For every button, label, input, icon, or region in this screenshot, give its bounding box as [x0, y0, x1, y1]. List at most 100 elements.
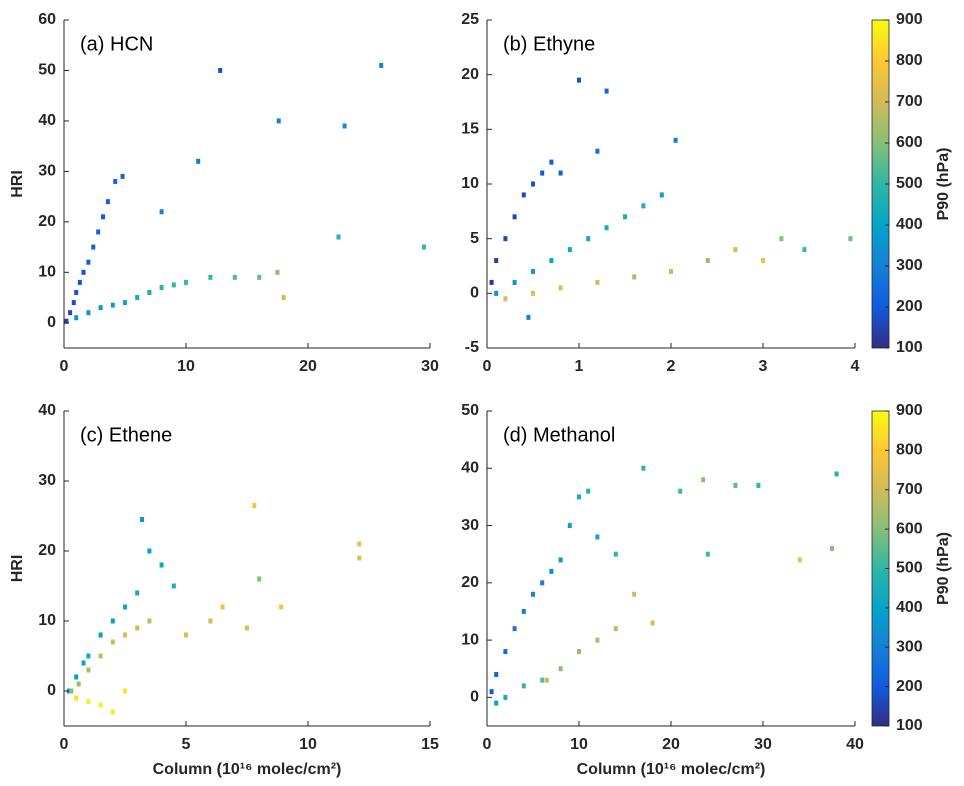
scatter-point: [74, 289, 79, 295]
y-tick-label: 20: [38, 542, 56, 559]
scatter-point: [540, 677, 545, 683]
scatter-point: [613, 551, 618, 557]
scatter-point: [595, 279, 600, 285]
scatter-point: [252, 503, 257, 508]
scatter-point: [531, 591, 535, 597]
scatter-point: [159, 209, 164, 215]
colorbar-tick-label: 900: [896, 11, 923, 28]
scatter-point: [120, 173, 125, 179]
scatter-point: [86, 259, 91, 265]
scatter-point: [830, 545, 834, 551]
scatter-point: [558, 170, 563, 176]
y-tick-label: 0: [47, 314, 56, 331]
scatter-point: [512, 214, 517, 220]
scatter-point: [64, 318, 69, 324]
scatter-point: [521, 608, 526, 614]
scatter-point: [705, 551, 710, 557]
y-tick-label: 30: [461, 517, 479, 534]
scatter-point: [604, 88, 609, 94]
y-tick-label: 20: [461, 66, 479, 83]
scatter-point: [756, 482, 761, 488]
scatter-point: [110, 302, 115, 308]
colorbar-tick-label: 500: [896, 175, 923, 192]
scatter-point: [604, 225, 609, 231]
scatter-point: [489, 279, 494, 285]
colorbar-tick-label: 100: [896, 717, 923, 734]
scatter-point: [77, 279, 82, 285]
x-tick-label: 2: [667, 358, 676, 375]
scatter-point: [540, 170, 545, 176]
scatter-point: [147, 618, 152, 624]
scatter-point: [218, 67, 223, 73]
scatter-point: [171, 583, 176, 589]
colorbar-label: P90 (hPa): [935, 532, 952, 605]
scatter-point: [74, 674, 79, 680]
scatter-point: [232, 274, 237, 280]
y-tick-label: 5: [470, 230, 479, 247]
scatter-point: [494, 258, 499, 264]
scatter-point: [110, 709, 115, 715]
y-tick-label: 10: [461, 175, 479, 192]
scatter-point: [701, 477, 706, 483]
scatter-point: [558, 557, 563, 563]
y-tick-label: 10: [38, 264, 56, 281]
scatter-point: [577, 494, 581, 500]
scatter-point: [733, 482, 738, 488]
scatter-point: [196, 158, 201, 164]
scatter-point: [68, 310, 73, 316]
y-tick-label: -5: [465, 339, 479, 356]
scatter-point: [184, 632, 188, 638]
scatter-point: [834, 471, 839, 477]
scatter-point: [81, 660, 86, 666]
scatter-point: [494, 700, 499, 706]
panel-title: (d) Methanol: [503, 424, 615, 446]
scatter-point: [98, 305, 103, 311]
scatter-point: [650, 620, 655, 626]
x-tick-label: 20: [662, 736, 680, 753]
scatter-point: [98, 653, 103, 659]
scatter-point: [98, 702, 103, 708]
x-tick-label: 5: [182, 736, 191, 753]
scatter-point: [761, 258, 765, 264]
x-tick-label: 15: [421, 736, 439, 753]
panel-title: (c) Ethene: [80, 424, 172, 446]
scatter-point: [123, 632, 127, 638]
scatter-point: [549, 159, 554, 165]
scatter-point: [86, 699, 91, 704]
scatter-point: [641, 203, 646, 209]
x-tick-label: 0: [60, 736, 69, 753]
scatter-point: [512, 279, 517, 285]
scatter-point: [135, 590, 140, 596]
scatter-point: [110, 639, 115, 645]
y-tick-label: 25: [461, 11, 479, 28]
y-tick-label: 50: [38, 62, 56, 79]
scatter-point: [503, 649, 508, 655]
x-tick-label: 0: [483, 736, 492, 753]
scatter-point: [184, 279, 188, 285]
scatter-point: [503, 296, 508, 302]
scatter-point: [549, 568, 554, 574]
scatter-point: [159, 284, 164, 290]
scatter-point: [531, 290, 535, 296]
y-tick-label: 20: [38, 213, 56, 230]
x-tick-label: 3: [759, 358, 768, 375]
scatter-point: [81, 269, 86, 275]
panel-title: (b) Ethyne: [503, 33, 595, 55]
scatter-point: [669, 268, 673, 274]
scatter-point: [96, 229, 101, 235]
scatter-point: [86, 653, 91, 659]
colorbar-tick-label: 900: [896, 402, 923, 419]
scatter-point: [336, 234, 341, 240]
scatter-point: [123, 688, 127, 694]
scatter-point: [641, 465, 646, 471]
scatter-point: [586, 488, 591, 494]
scatter-point: [595, 148, 600, 154]
colorbar-tick-label: 600: [896, 134, 923, 151]
colorbar-tick-label: 500: [896, 560, 923, 577]
colorbar-tick-label: 100: [896, 339, 923, 356]
scatter-point: [245, 625, 249, 631]
scatter-point: [558, 285, 563, 291]
x-tick-label: 1: [575, 358, 584, 375]
scatter-point: [577, 77, 581, 83]
scatter-point: [540, 580, 545, 586]
